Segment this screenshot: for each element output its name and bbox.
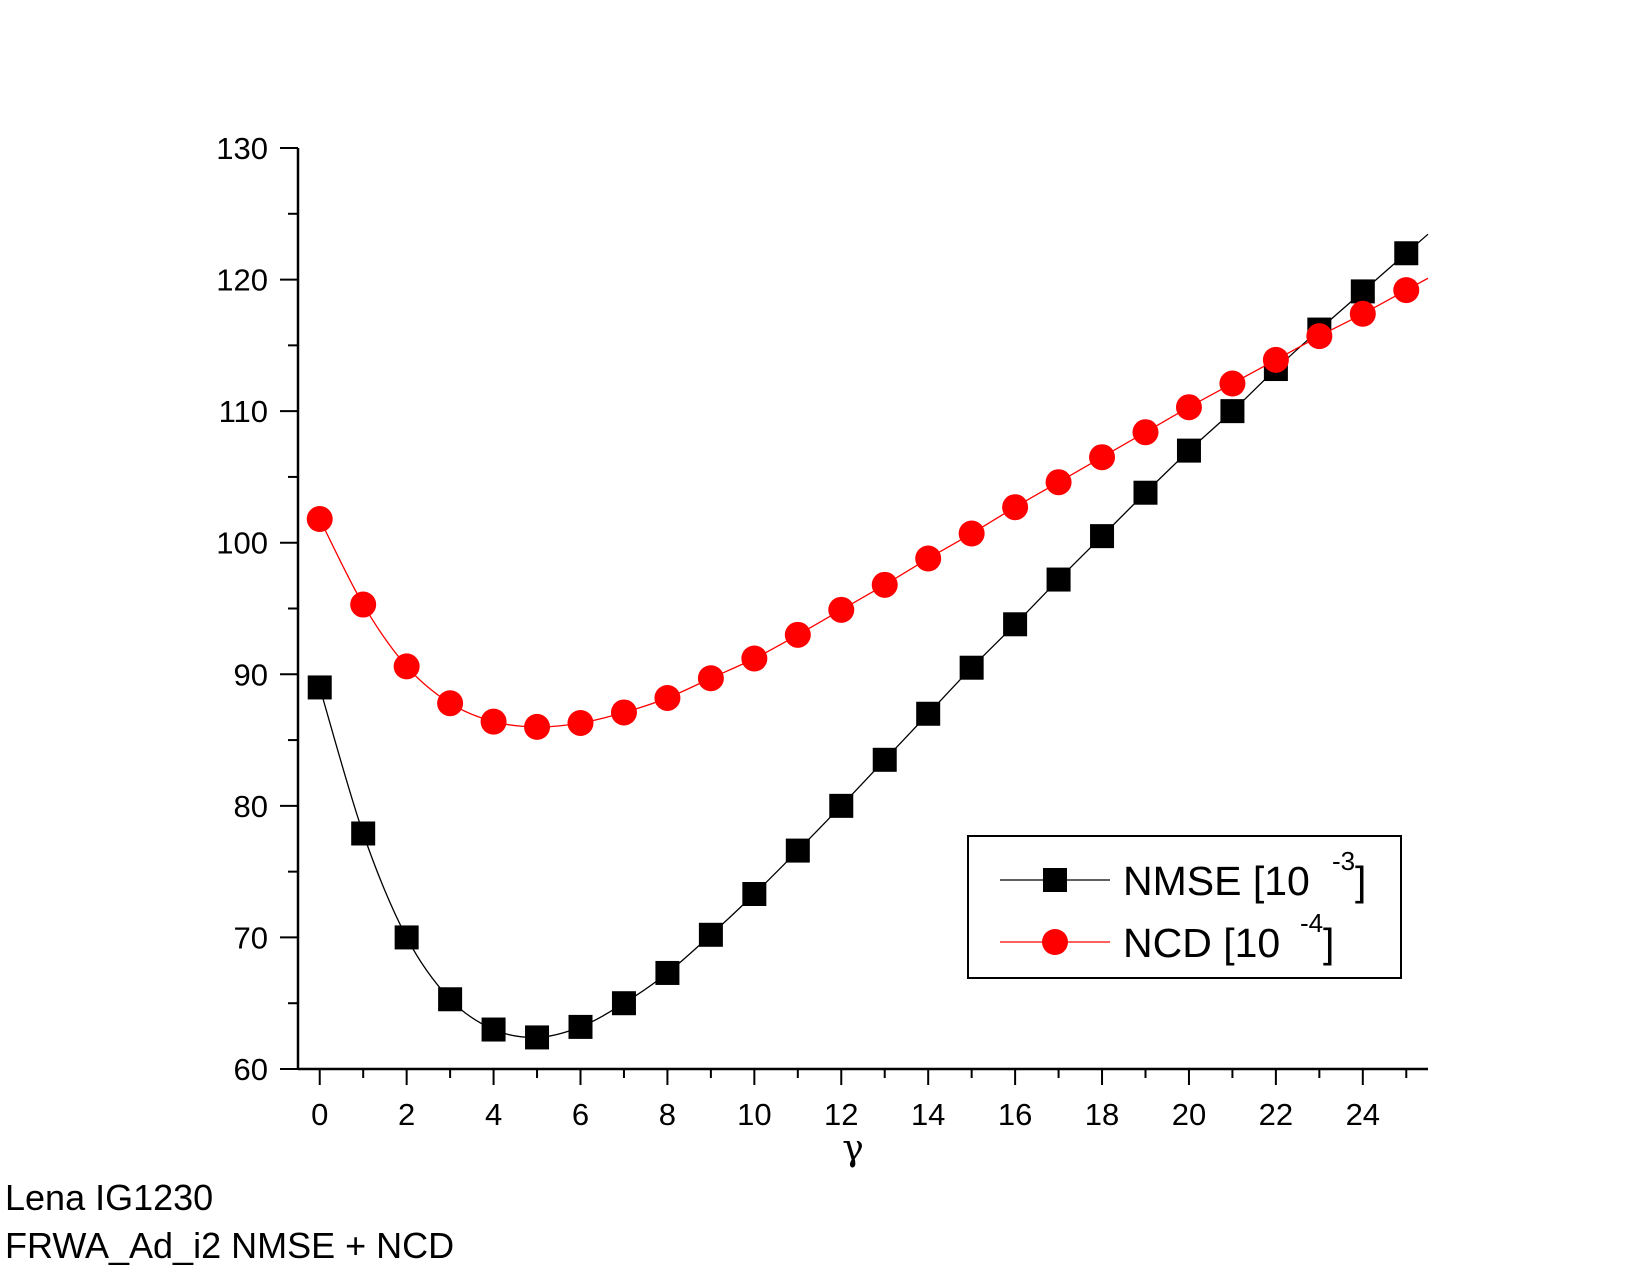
x-tick-label: 14 (911, 1097, 945, 1132)
data-point (654, 684, 681, 711)
data-point (1220, 399, 1245, 424)
x-axis-title: γ (842, 1128, 864, 1169)
data-point (915, 545, 942, 572)
data-point (1089, 444, 1116, 471)
data-point (306, 506, 333, 533)
data-point (1133, 480, 1158, 505)
data-point (958, 520, 985, 547)
data-point (567, 709, 594, 736)
y-tick-label: 60 (234, 1052, 268, 1087)
legend-label-ncd: NCD [10 (1123, 920, 1280, 966)
data-point (1262, 346, 1289, 373)
data-point (1046, 567, 1071, 592)
x-tick-label: 16 (998, 1097, 1032, 1132)
x-tick-label: 22 (1259, 1097, 1293, 1132)
caption-line-1: Lena IG1230 (5, 1177, 214, 1218)
data-point (1349, 300, 1376, 327)
data-point (393, 653, 420, 680)
y-tick-label: 120 (216, 263, 268, 298)
x-tick-label: 20 (1172, 1097, 1206, 1132)
series-ncd (306, 277, 1429, 740)
data-point (1002, 494, 1029, 521)
series-layer (306, 233, 1429, 1050)
legend-suffix-nmse: ] (1355, 858, 1366, 904)
y-tick-label: 130 (216, 131, 268, 166)
data-point (568, 1014, 593, 1039)
data-point (742, 882, 767, 907)
data-point (351, 821, 376, 846)
legend-label-nmse: NMSE [10 (1123, 858, 1310, 904)
data-point (1132, 419, 1159, 446)
data-point (524, 713, 551, 740)
x-axis-ticks: 0 2 4 6 8 10 12 14 16 18 20 22 24 (311, 1069, 1408, 1132)
data-point (481, 1017, 506, 1042)
x-tick-label: 10 (737, 1097, 771, 1132)
data-point (610, 699, 637, 726)
series-nmse (307, 233, 1429, 1050)
legend-exponent-nmse: -3 (1332, 846, 1355, 876)
data-point (350, 591, 377, 618)
caption-line-2: FRWA_Ad_i2 NMSE + NCD (5, 1225, 455, 1266)
data-point (1350, 279, 1375, 304)
data-point (611, 991, 636, 1016)
x-tick-label: 0 (311, 1097, 328, 1132)
data-point (525, 1025, 550, 1050)
data-point (655, 960, 680, 985)
data-point (698, 922, 723, 947)
legend-marker-ncd (1042, 929, 1068, 955)
data-point (1045, 469, 1072, 496)
data-point (394, 925, 419, 950)
data-point (916, 701, 941, 726)
data-point (872, 747, 897, 772)
x-tick-label: 18 (1085, 1097, 1119, 1132)
data-point (829, 793, 854, 818)
x-tick-label: 8 (659, 1097, 676, 1132)
data-point (438, 987, 463, 1012)
data-point (1090, 524, 1115, 549)
legend-entry-nmse: NMSE [10 -3 ] (1000, 846, 1366, 904)
y-tick-label: 110 (219, 394, 268, 429)
data-point (437, 690, 464, 717)
legend-entry-ncd: NCD [10 -4 ] (1000, 908, 1334, 966)
y-axis-ticks: 60 70 80 90 100 110 120 130 (216, 131, 298, 1087)
x-tick-label: 24 (1346, 1097, 1380, 1132)
data-point (1175, 394, 1202, 421)
y-tick-label: 80 (234, 789, 268, 824)
data-point (307, 675, 332, 700)
series-line (319, 277, 1429, 728)
data-point (1003, 612, 1028, 637)
legend-box (967, 835, 1402, 979)
legend-marker-nmse (1043, 868, 1067, 892)
legend: NMSE [10 -3 ] NCD [10 -4 ] (967, 835, 1402, 979)
x-tick-label: 6 (572, 1097, 589, 1132)
x-tick-label: 12 (824, 1097, 858, 1132)
data-point (784, 621, 811, 648)
y-tick-label: 100 (216, 526, 268, 561)
legend-suffix-ncd: ] (1323, 920, 1334, 966)
data-point (785, 838, 810, 863)
data-point (959, 655, 984, 680)
data-point (828, 596, 855, 623)
x-tick-label: 2 (398, 1097, 415, 1132)
data-point (697, 665, 724, 692)
data-point (741, 645, 768, 672)
data-point (871, 571, 898, 598)
data-point (1394, 241, 1419, 266)
data-point (1306, 323, 1333, 350)
data-point (480, 708, 507, 735)
data-point (1219, 370, 1246, 397)
data-point (1176, 438, 1201, 463)
data-point (1393, 277, 1420, 304)
legend-exponent-ncd: -4 (1300, 908, 1323, 938)
x-tick-label: 4 (485, 1097, 502, 1132)
y-tick-label: 70 (234, 920, 268, 955)
y-tick-label: 90 (234, 657, 268, 692)
